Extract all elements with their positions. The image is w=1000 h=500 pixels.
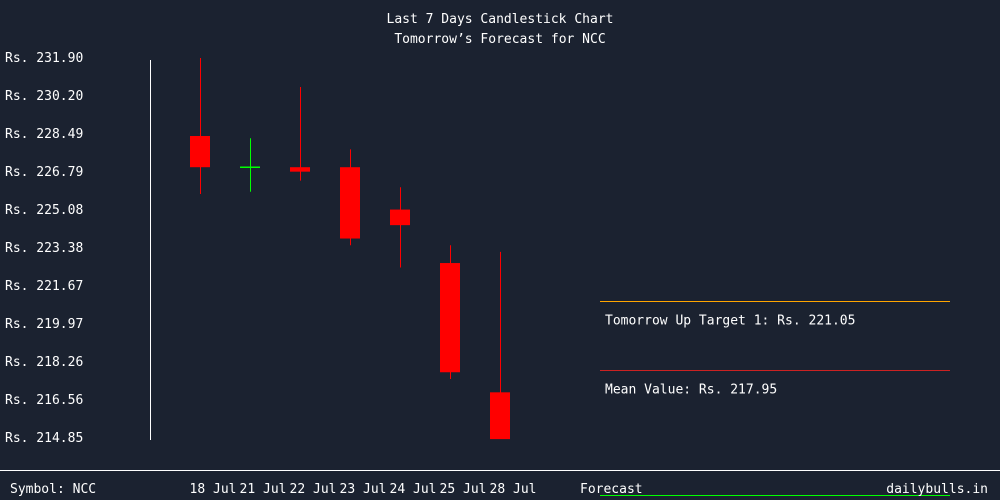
target-label: Tomorrow Up Target 1: Rs. 221.05 [605,314,855,329]
x-tick-label: 24 Jul [390,482,437,497]
y-tick-label: Rs. 223.38 [5,241,83,256]
candle [340,149,360,246]
chart-subtitle: Tomorrow’s Forecast for NCC [394,32,605,47]
y-axis-tick-labels: Rs. 231.90 Rs. 230.20 Rs. 228.49 Rs. 226.79… [5,51,83,446]
y-tick-label: Rs. 219.97 [5,317,83,332]
symbol-label: Symbol: NCC [10,482,96,497]
y-tick-label: Rs. 231.90 [5,51,83,66]
candle-body [290,167,310,172]
candle [290,86,310,181]
x-tick-label: 18 Jul [190,482,237,497]
y-tick-label: Rs. 214.85 [5,431,83,446]
candle [190,58,210,194]
site-link[interactable]: dailybulls.in [886,482,988,497]
forecast-label: Forecast [580,482,643,497]
candle-body [490,392,510,440]
x-tick-label: 22 Jul [290,482,337,497]
y-tick-label: Rs. 221.67 [5,279,83,294]
y-tick-label: Rs. 225.08 [5,203,83,218]
candle [240,138,260,192]
chart-title: Last 7 Days Candlestick Chart [387,12,614,27]
candle [440,245,460,379]
candle [490,251,510,440]
x-tick-label: 25 Jul [440,482,487,497]
x-tick-label: 23 Jul [340,482,387,497]
x-tick-label: 21 Jul [240,482,287,497]
forecast-targets: Tomorrow Up Target 1: Rs. 221.05 Mean Val… [600,301,950,398]
candle [390,187,410,268]
y-tick-label: Rs. 218.26 [5,355,83,370]
x-axis-tick-labels: 18 Jul 21 Jul 22 Jul 23 Jul 24 Jul 25 Jul 28 J… [190,482,537,497]
y-tick-label: Rs. 230.20 [5,89,83,104]
candles-group [190,58,510,440]
y-tick-label: Rs. 228.49 [5,127,83,142]
target-label: Mean Value: Rs. 217.95 [605,383,777,398]
x-tick-label: 28 Jul [490,482,537,497]
y-tick-label: Rs. 216.56 [5,393,83,408]
y-tick-label: Rs. 226.79 [5,165,83,180]
candle-body [390,209,410,226]
candle-body [440,263,460,373]
candle-body [340,167,360,239]
candle-body [190,136,210,168]
